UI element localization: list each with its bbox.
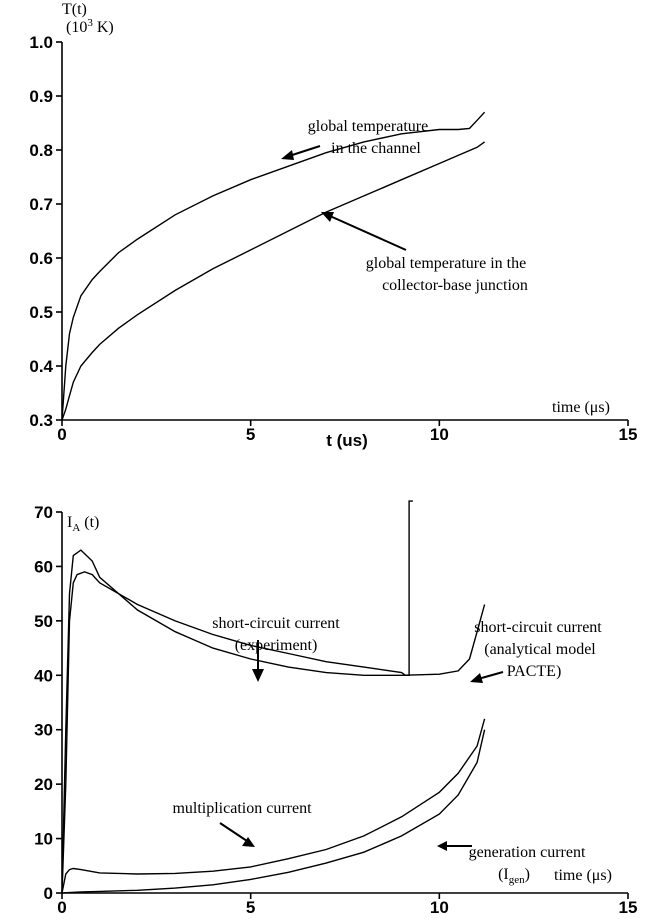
annotation-multiplication: multiplication current <box>172 800 312 817</box>
annotation-junction-arrow <box>329 215 407 251</box>
annotation-experiment-arrowhead <box>252 669 264 682</box>
top-series-line-1 <box>61 141 486 421</box>
bottom-ytick-label-2: 20 <box>34 775 53 794</box>
annotation-generation-line2: (Igen) <box>498 866 530 886</box>
bottom-ylabel-tail: (t) <box>80 514 99 531</box>
annotation-model-line3: PACTE) <box>507 663 562 680</box>
annotation-channel-line2: in the channel <box>331 140 421 157</box>
bottom-ytick-label-0: 0 <box>44 884 53 903</box>
bottom-ylabel: IA (t) <box>67 514 99 534</box>
top-xtick-label-1: 5 <box>246 425 255 444</box>
bottom-series-line-1 <box>61 549 486 894</box>
bottom-ytick-label-7: 70 <box>34 503 53 522</box>
bottom-ytick-label-1: 10 <box>34 830 53 849</box>
bottom-xtick-label-2: 10 <box>430 898 449 917</box>
top-ylabel-line1: T(t) <box>62 1 87 18</box>
bottom-ylabel-main: I <box>67 514 72 531</box>
top-ytick-label-0: 0.3 <box>29 411 53 430</box>
top-ylabel-line2: (103 K) <box>66 17 114 36</box>
bottom-ytick-label-3: 30 <box>34 721 53 740</box>
annotation-model-arrow <box>477 671 504 680</box>
annotation-multiplication-arrow <box>219 822 248 842</box>
top-ylabel-main: (10 <box>66 19 87 36</box>
temperature-chart: 0.3 0.4 0.5 0.6 0.7 0.8 0.9 1.0 0 5 10 15 T(t) (103… <box>29 1 637 450</box>
annotation-channel-arrowhead <box>281 150 294 160</box>
top-ylabel-sup: 3 <box>87 17 93 29</box>
current-chart: 0 10 20 30 40 50 60 70 0 5 10 15 IA (t) time (μs) s… <box>34 500 638 917</box>
top-ytick-label-3: 0.6 <box>29 249 53 268</box>
top-ytick-label-5: 0.8 <box>29 141 53 160</box>
annotation-junction-line1: global temperature in the <box>366 255 526 272</box>
annotation-junction-line2: collector-base junction <box>382 277 528 294</box>
bottom-xtick-label-0: 0 <box>57 898 66 917</box>
top-series-line-0 <box>61 111 486 421</box>
bottom-series-line-2 <box>61 718 486 894</box>
top-ytick-label-2: 0.5 <box>29 303 53 322</box>
annotation-multiplication-arrowhead <box>242 837 255 847</box>
annotation-generation-tail: ) <box>525 866 530 883</box>
top-ytick-label-4: 0.7 <box>29 195 53 214</box>
bottom-xtick-label-1: 5 <box>246 898 255 917</box>
annotation-experiment-line2: (experiment) <box>235 637 318 654</box>
annotation-generation-main: (I <box>498 866 509 883</box>
annotation-experiment-line1: short-circuit current <box>212 615 340 632</box>
bottom-ytick-label-4: 40 <box>34 666 53 685</box>
bottom-xtick-label-3: 15 <box>619 898 638 917</box>
top-xtick-label-0: 0 <box>57 425 66 444</box>
annotation-model-arrowhead <box>470 673 483 683</box>
annotation-generation-arrowhead <box>437 841 447 851</box>
annotation-generation-line1: generation current <box>469 844 586 861</box>
top-ylabel-tail: K) <box>93 19 114 36</box>
bottom-series-line-3 <box>61 729 486 894</box>
top-xlabel: t (us) <box>326 431 368 450</box>
annotation-model-line2: (analytical model <box>484 641 596 658</box>
top-ytick-label-7: 1.0 <box>29 33 53 52</box>
annotation-junction-arrowhead <box>321 212 334 222</box>
annotation-channel-line1: global temperature <box>308 118 428 135</box>
top-xtick-label-2: 10 <box>430 425 449 444</box>
top-ytick-label-1: 0.4 <box>29 357 53 376</box>
bottom-ylabel-sub: A <box>72 522 80 534</box>
top-xtick-label-3: 15 <box>619 425 638 444</box>
bottom-ytick-label-6: 60 <box>34 557 53 576</box>
top-ytick-label-6: 0.9 <box>29 87 53 106</box>
annotation-generation-sub: gen <box>509 874 525 886</box>
bottom-ytick-label-5: 50 <box>34 612 53 631</box>
annotation-model-line1: short-circuit current <box>474 619 602 636</box>
top-time-label: time (μs) <box>552 399 610 416</box>
bottom-time-label: time (μs) <box>554 867 612 884</box>
